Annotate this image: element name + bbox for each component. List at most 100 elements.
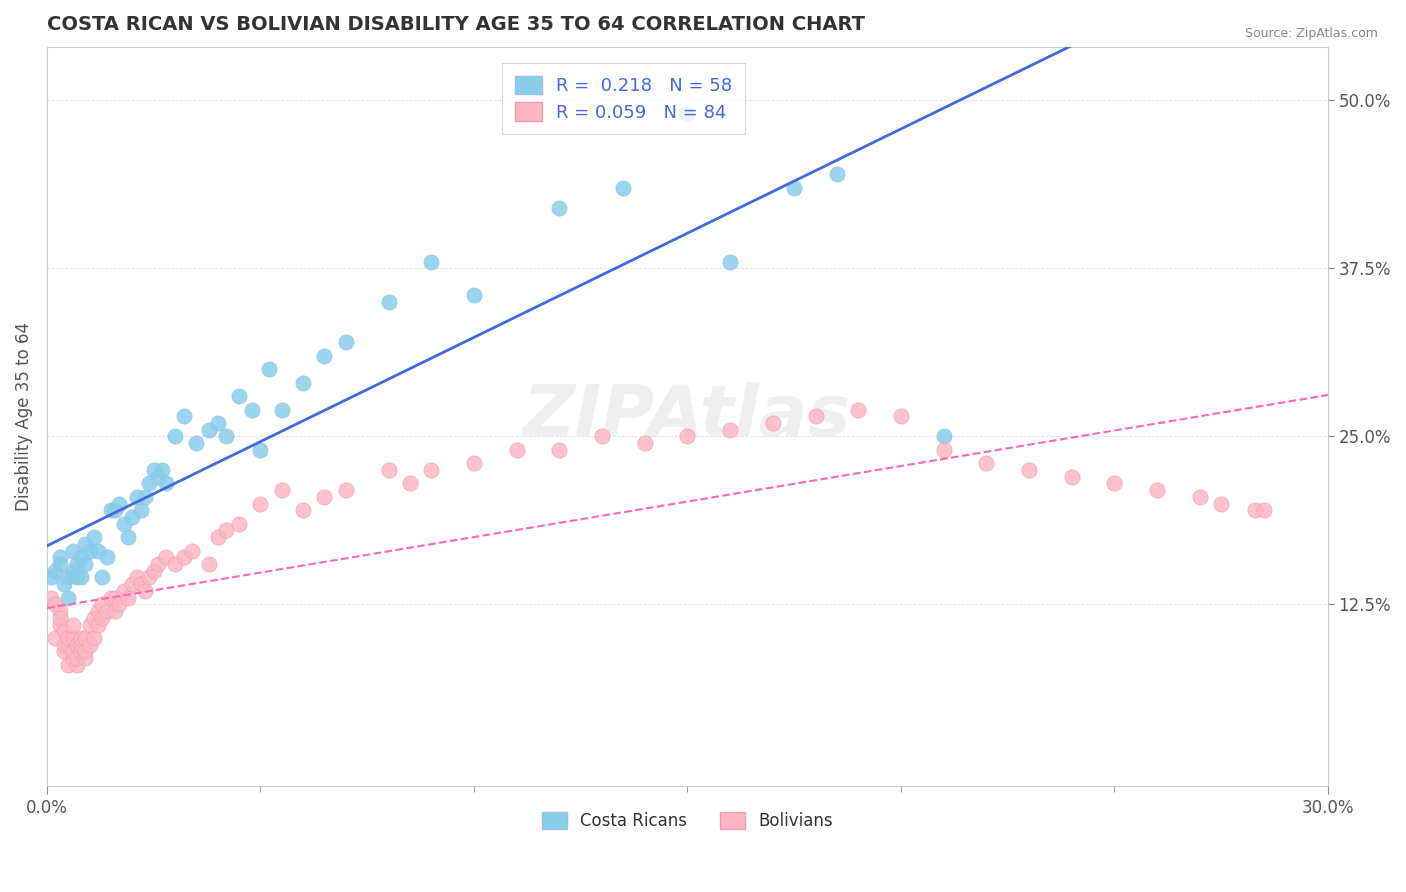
Point: [548, 201, 571, 215]
Point: [825, 167, 848, 181]
Point: [58, 591, 80, 605]
Point: [163, 557, 186, 571]
Point: [52, 638, 75, 652]
Point: [890, 409, 912, 424]
Point: [52, 577, 75, 591]
Point: [270, 402, 292, 417]
Point: [70, 570, 93, 584]
Point: [87, 617, 110, 632]
Point: [138, 570, 160, 584]
Point: [399, 476, 422, 491]
Point: [121, 577, 143, 591]
Point: [186, 436, 208, 450]
Point: [142, 564, 165, 578]
Point: [249, 442, 271, 457]
Point: [314, 349, 336, 363]
Point: [150, 463, 173, 477]
Point: [129, 503, 152, 517]
Point: [155, 476, 177, 491]
Point: [112, 516, 135, 531]
Point: [181, 543, 204, 558]
Point: [70, 644, 93, 658]
Point: [70, 638, 93, 652]
Point: [804, 409, 827, 424]
Text: COSTA RICAN VS BOLIVIAN DISABILITY AGE 35 TO 64 CORRELATION CHART: COSTA RICAN VS BOLIVIAN DISABILITY AGE 3…: [46, 15, 865, 34]
Legend: Costa Ricans, Bolivians: Costa Ricans, Bolivians: [534, 805, 839, 837]
Point: [270, 483, 292, 497]
Point: [228, 516, 250, 531]
Point: [125, 490, 148, 504]
Point: [44, 598, 66, 612]
Point: [198, 423, 221, 437]
Point: [79, 617, 101, 632]
Point: [129, 577, 152, 591]
Point: [591, 429, 613, 443]
Point: [58, 631, 80, 645]
Point: [1253, 503, 1275, 517]
Point: [1188, 490, 1211, 504]
Point: [173, 550, 195, 565]
Point: [463, 456, 485, 470]
Point: [62, 631, 84, 645]
Point: [100, 591, 122, 605]
Point: [335, 483, 357, 497]
Point: [66, 557, 89, 571]
Point: [48, 557, 70, 571]
Point: [62, 564, 84, 578]
Point: [79, 638, 101, 652]
Point: [39, 591, 62, 605]
Point: [173, 409, 195, 424]
Point: [146, 469, 169, 483]
Point: [104, 503, 127, 517]
Text: Source: ZipAtlas.com: Source: ZipAtlas.com: [1244, 27, 1378, 40]
Point: [52, 624, 75, 639]
Point: [676, 429, 699, 443]
Point: [62, 617, 84, 632]
Point: [228, 389, 250, 403]
Point: [146, 557, 169, 571]
Point: [612, 181, 634, 195]
Point: [163, 429, 186, 443]
Point: [91, 598, 114, 612]
Point: [108, 497, 131, 511]
Point: [718, 423, 741, 437]
Point: [134, 583, 156, 598]
Point: [79, 543, 101, 558]
Point: [62, 543, 84, 558]
Point: [117, 591, 139, 605]
Point: [75, 557, 97, 571]
Point: [48, 604, 70, 618]
Point: [420, 463, 443, 477]
Point: [138, 476, 160, 491]
Point: [70, 550, 93, 565]
Point: [39, 570, 62, 584]
Point: [66, 657, 89, 672]
Point: [1211, 497, 1233, 511]
Point: [48, 611, 70, 625]
Point: [420, 254, 443, 268]
Point: [335, 335, 357, 350]
Point: [207, 416, 229, 430]
Point: [783, 181, 806, 195]
Point: [548, 442, 571, 457]
Point: [155, 550, 177, 565]
Point: [48, 617, 70, 632]
Point: [142, 463, 165, 477]
Point: [292, 503, 315, 517]
Point: [75, 537, 97, 551]
Point: [134, 490, 156, 504]
Point: [75, 651, 97, 665]
Point: [96, 550, 118, 565]
Point: [62, 651, 84, 665]
Point: [66, 651, 89, 665]
Point: [125, 570, 148, 584]
Point: [83, 530, 105, 544]
Point: [44, 564, 66, 578]
Point: [112, 583, 135, 598]
Point: [83, 631, 105, 645]
Point: [249, 497, 271, 511]
Point: [207, 530, 229, 544]
Point: [377, 295, 399, 310]
Point: [52, 644, 75, 658]
Point: [87, 543, 110, 558]
